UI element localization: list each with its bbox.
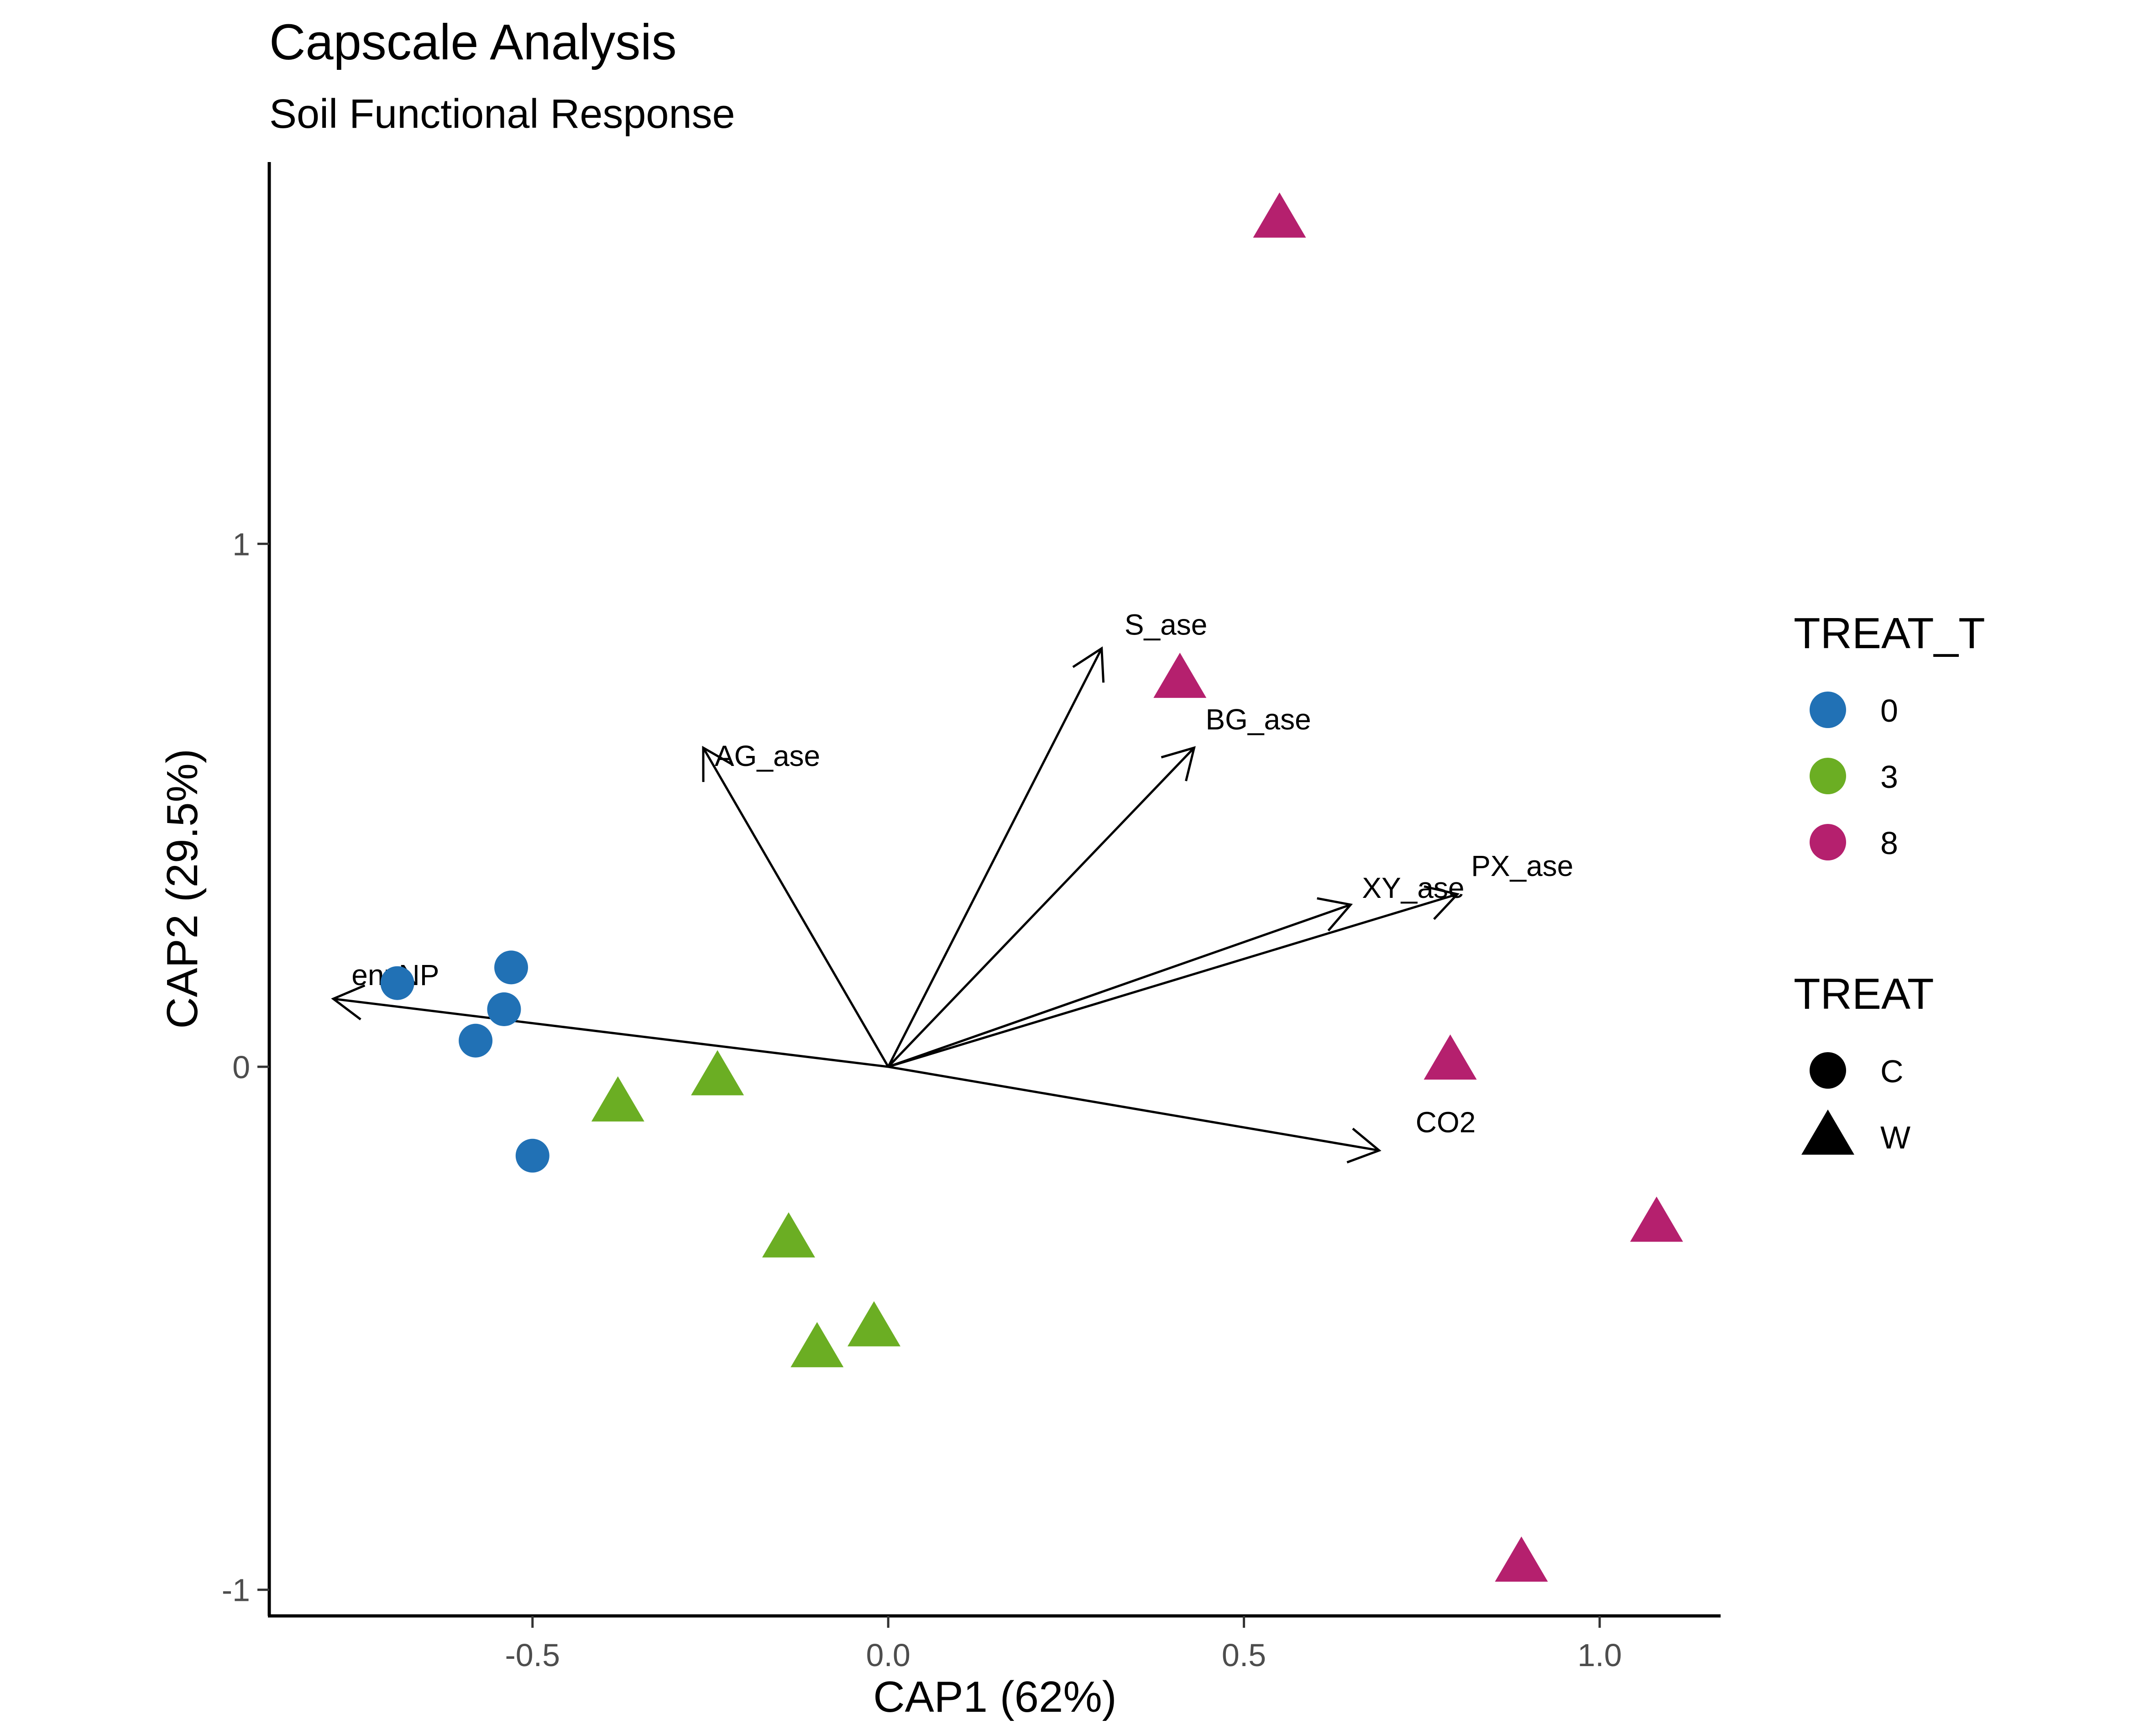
data-point: [591, 1076, 644, 1122]
vector-arrowhead: [1072, 646, 1105, 683]
vector-label: XY_ase: [1362, 871, 1464, 904]
vector-line: [887, 648, 1103, 1068]
vector-line: [333, 997, 889, 1068]
y-axis-title: CAP2 (29.5%): [158, 749, 207, 1029]
legend-label: C: [1880, 1054, 1904, 1089]
chart-subtitle: Soil Functional Response: [269, 91, 735, 137]
y-tick-label: -1: [222, 1573, 250, 1608]
vector-arrowhead: [331, 984, 366, 1021]
data-point: [1495, 1536, 1548, 1582]
data-point: [487, 992, 521, 1027]
x-tick-label: 0.0: [866, 1637, 911, 1673]
vector-line: [888, 893, 1458, 1068]
vector-arrowhead: [1317, 897, 1353, 932]
data-point: [1630, 1196, 1683, 1242]
vector-arrowhead: [1346, 1127, 1382, 1164]
x-tick-label: 1.0: [1577, 1637, 1622, 1673]
legend-label: W: [1880, 1120, 1910, 1155]
vector-label: PX_ase: [1471, 849, 1573, 882]
vector-line: [888, 903, 1351, 1068]
vector-line: [888, 1065, 1380, 1152]
vector-arrowhead: [1423, 885, 1460, 920]
data-point: [380, 966, 414, 1000]
vector-line: [702, 747, 890, 1068]
x-tick-label: 0.5: [1222, 1637, 1266, 1673]
x-tick-label: -0.5: [505, 1637, 560, 1673]
legend-label: 0: [1880, 693, 1898, 729]
legend-key: [1810, 758, 1846, 794]
data-point: [459, 1023, 493, 1058]
legend-title: TREAT: [1794, 970, 1934, 1018]
y-axis-ticks: -1 0 1: [222, 526, 269, 1608]
y-tick-label: 0: [232, 1049, 250, 1085]
data-point: [494, 950, 528, 985]
data-point: [1423, 1034, 1477, 1080]
data-point: [762, 1212, 815, 1258]
vector-arrowhead: [702, 745, 734, 782]
legend-key: [1810, 692, 1846, 728]
legend-label: 3: [1880, 759, 1898, 795]
data-point: [1153, 652, 1207, 698]
data-point: [515, 1138, 549, 1173]
legend-key: [1810, 824, 1846, 860]
vector-label: BG_ase: [1205, 703, 1311, 736]
legend-key: [1801, 1109, 1854, 1155]
chart-title: Capscale Analysis: [269, 14, 677, 70]
y-tick-label: 1: [232, 526, 250, 562]
legend-key: [1810, 1052, 1846, 1089]
data-point: [1253, 192, 1306, 238]
data-point: [848, 1301, 900, 1347]
x-axis-title: CAP1 (62%): [873, 1673, 1117, 1721]
vector-label: S_ase: [1125, 608, 1207, 641]
legends: TREAT_T 0 3 8 TREAT CW: [1794, 609, 1985, 1155]
data-point: [790, 1322, 844, 1368]
vector-label: AG_ase: [715, 739, 820, 772]
x-axis-ticks: -0.5 0.0 0.5 1.0: [505, 1616, 1622, 1673]
data-point: [691, 1050, 744, 1096]
vector-line: [887, 747, 1195, 1068]
legend-title: TREAT_T: [1794, 609, 1985, 658]
legend-label: 8: [1880, 825, 1898, 861]
vector-label: CO2: [1416, 1106, 1476, 1138]
vector-arrowhead: [1161, 746, 1196, 781]
